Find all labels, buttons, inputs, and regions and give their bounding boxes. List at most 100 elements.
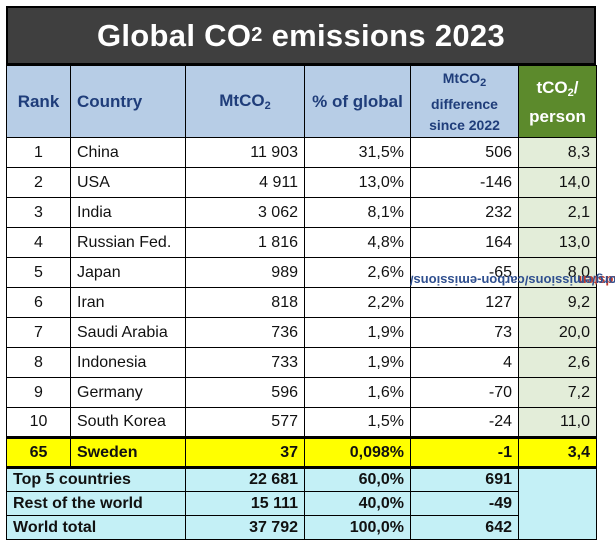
summary-blank — [518, 491, 597, 516]
cell-rank: 6 — [6, 287, 71, 318]
cell-pct: 31,5% — [304, 137, 411, 168]
cell-per-person: 3,4 — [518, 436, 597, 469]
cell-rank: 2 — [6, 167, 71, 198]
cell-mtco2: 577 — [185, 407, 305, 438]
cell-pct: 2,2% — [304, 287, 411, 318]
cell-mtco2: 989 — [185, 257, 305, 288]
cell-rank: 65 — [6, 436, 71, 469]
cell-pct: 1,9% — [304, 317, 411, 348]
cell-difference: -70 — [410, 377, 519, 408]
cell-per-person: 11,0 — [518, 407, 597, 438]
summary-difference: 642 — [410, 515, 519, 540]
cell-mtco2: 1 816 — [185, 227, 305, 258]
header-pct: % of global — [304, 65, 411, 138]
source-link[interactable]: From: https://globalcarbonatlas.org/emis… — [409, 273, 615, 289]
cell-rank: 7 — [6, 317, 71, 348]
cell-pct: 1,6% — [304, 377, 411, 408]
cell-country: Indonesia — [70, 347, 186, 378]
cell-rank: 5 — [6, 257, 71, 288]
cell-per-person: 9,2 — [518, 287, 597, 318]
table-row: 1 China 11 903 31,5% 506 8,3 — [6, 137, 597, 168]
table-row: 7 Saudi Arabia 736 1,9% 73 20,0 — [6, 317, 597, 348]
cell-per-person: 2,1 — [518, 197, 597, 228]
cell-difference: 232 — [410, 197, 519, 228]
cell-country: Japan — [70, 257, 186, 288]
cell-per-person: 2,6 — [518, 347, 597, 378]
summary-difference: -49 — [410, 491, 519, 516]
summary-mtco2: 37 792 — [185, 515, 305, 540]
chart-title: Global CO 2 emissions 2023 — [6, 6, 596, 65]
cell-country: Germany — [70, 377, 186, 408]
highlight-row-sweden: 65 Sweden 37 0,098% -1 3,4 — [6, 436, 597, 469]
title-text-post: emissions 2023 — [262, 17, 506, 53]
cell-rank: 8 — [6, 347, 71, 378]
cell-per-person: 13,0 — [518, 227, 597, 258]
cell-mtco2: 3 062 — [185, 197, 305, 228]
summary-label: World total — [6, 515, 186, 540]
cell-country: Saudi Arabia — [70, 317, 186, 348]
cell-per-person: 7,2 — [518, 377, 597, 408]
table-row: 9 Germany 596 1,6% -70 7,2 — [6, 377, 597, 408]
cell-country: USA — [70, 167, 186, 198]
cell-rank: 10 — [6, 407, 71, 438]
cell-difference: 506 — [410, 137, 519, 168]
side-note-text: @Bladsten From: https://globalcarbonatla… — [409, 274, 615, 289]
cell-difference: -146 — [410, 167, 519, 198]
cell-per-person: 20,0 — [518, 317, 597, 348]
cell-pct: 1,9% — [304, 347, 411, 378]
table-container: Global CO 2 emissions 2023 Rank Country M… — [6, 6, 597, 540]
cell-pct: 2,6% — [304, 257, 411, 288]
cell-mtco2: 11 903 — [185, 137, 305, 168]
summary-pct: 60,0% — [304, 467, 411, 492]
summary-row: Top 5 countries 22 681 60,0% 691 — [6, 467, 597, 492]
cell-country: China — [70, 137, 186, 168]
cell-difference: 73 — [410, 317, 519, 348]
table-row: 6 Iran 818 2,2% 127 9,2 — [6, 287, 597, 318]
table-row: 5 Japan 989 2,6% -65 8,0 — [6, 257, 597, 288]
title-subscript: 2 — [251, 24, 263, 46]
cell-difference: 127 — [410, 287, 519, 318]
summary-pct: 40,0% — [304, 491, 411, 516]
cell-pct: 0,098% — [304, 436, 411, 469]
cell-mtco2: 733 — [185, 347, 305, 378]
cell-pct: 13,0% — [304, 167, 411, 198]
cell-mtco2: 4 911 — [185, 167, 305, 198]
cell-pct: 4,8% — [304, 227, 411, 258]
emissions-table: Rank Country MtCO2 % of global MtCO2 dif… — [6, 65, 597, 540]
summary-row: World total 37 792 100,0% 642 — [6, 515, 597, 540]
cell-country: Iran — [70, 287, 186, 318]
summary-mtco2: 22 681 — [185, 467, 305, 492]
side-note: @Bladsten From: https://globalcarbonatla… — [409, 24, 615, 538]
summary-blank — [518, 467, 597, 492]
summary-label: Rest of the world — [6, 491, 186, 516]
cell-rank: 9 — [6, 377, 71, 408]
cell-country: India — [70, 197, 186, 228]
cell-mtco2: 736 — [185, 317, 305, 348]
cell-difference: -24 — [410, 407, 519, 438]
summary-row: Rest of the world 15 111 40,0% -49 — [6, 491, 597, 516]
summary-blank — [518, 515, 597, 540]
cell-rank: 1 — [6, 137, 71, 168]
table-row: 8 Indonesia 733 1,9% 4 2,6 — [6, 347, 597, 378]
cell-country: South Korea — [70, 407, 186, 438]
cell-per-person: 14,0 — [518, 167, 597, 198]
header-rank: Rank — [6, 65, 71, 138]
header-difference: MtCO2 difference since 2022 — [410, 65, 519, 138]
cell-difference: 4 — [410, 347, 519, 378]
header-country: Country — [70, 65, 186, 138]
summary-mtco2: 15 111 — [185, 491, 305, 516]
cell-mtco2: 596 — [185, 377, 305, 408]
cell-difference: 164 — [410, 227, 519, 258]
cell-per-person: 8,0 — [518, 257, 597, 288]
header-mtco2: MtCO2 — [185, 65, 305, 138]
cell-difference: -1 — [410, 436, 519, 469]
cell-per-person: 8,3 — [518, 137, 597, 168]
cell-country: Russian Fed. — [70, 227, 186, 258]
header-per-person: tCO2/ person — [518, 65, 597, 138]
summary-label: Top 5 countries — [6, 467, 186, 492]
cell-rank: 4 — [6, 227, 71, 258]
header-row: Rank Country MtCO2 % of global MtCO2 dif… — [6, 65, 597, 138]
table-row: 3 India 3 062 8,1% 232 2,1 — [6, 197, 597, 228]
cell-country: Sweden — [70, 436, 186, 469]
table-row: 10 South Korea 577 1,5% -24 11,0 — [6, 407, 597, 438]
